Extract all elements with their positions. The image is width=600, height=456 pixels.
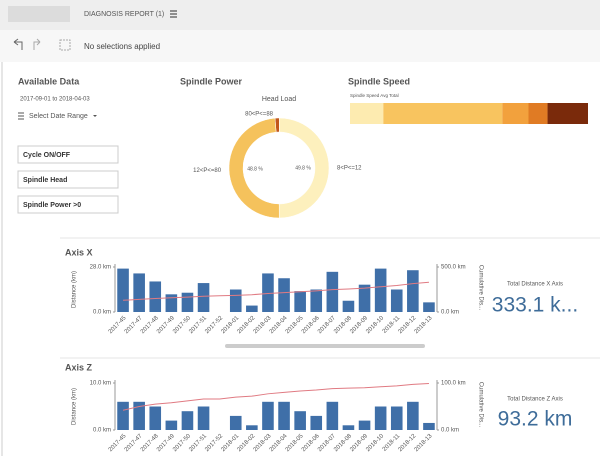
chart-title: Axis Z <box>65 362 93 372</box>
cumulative-line <box>123 281 429 301</box>
y-axis-title: Distance (km) <box>72 271 78 308</box>
y2-tick-label: 500.0 km <box>441 265 466 271</box>
bar <box>310 415 323 430</box>
bar <box>165 420 178 430</box>
filter-button[interactable] <box>17 145 119 164</box>
dropdown-caret[interactable] <box>93 115 97 117</box>
clear-icon[interactable] <box>59 39 71 51</box>
y-axis-title: Distance (km) <box>72 388 78 425</box>
bar <box>149 406 162 430</box>
slice-value-label: 48.8 % <box>247 166 263 172</box>
bar <box>358 420 371 430</box>
bar <box>181 292 194 312</box>
bar <box>423 422 435 430</box>
bar <box>342 300 355 312</box>
filter-button-label[interactable]: Spindle Head <box>23 177 67 184</box>
select-date-range[interactable]: Select Date Range <box>29 113 88 120</box>
bar <box>390 406 403 430</box>
speed-segment <box>502 103 529 124</box>
bar <box>294 291 306 312</box>
bar <box>229 415 242 430</box>
bar <box>278 278 290 312</box>
toolbar <box>0 30 600 62</box>
bar <box>197 283 210 312</box>
y-tick-label: 10.0 km <box>90 381 111 387</box>
kpi-label: Total Distance Z Axis <box>507 397 563 403</box>
bar <box>374 406 387 430</box>
bar <box>133 273 145 312</box>
bar <box>278 401 290 430</box>
bar <box>310 289 323 312</box>
donut-slice <box>228 117 280 219</box>
slice-category-label: 12<P<=80 <box>193 168 222 174</box>
slice-value-label: 49.8 % <box>295 165 311 171</box>
speed-segment <box>383 103 503 124</box>
donut-subtitle: Head Load <box>262 96 296 103</box>
bar <box>181 411 194 430</box>
speed-segment <box>547 103 588 124</box>
bar <box>374 268 387 312</box>
back-icon[interactable] <box>13 38 23 50</box>
forward-icon[interactable] <box>33 38 41 50</box>
y2-tick-label: 0.0 km <box>441 428 459 434</box>
bar <box>358 284 371 312</box>
menu-icon[interactable] <box>170 10 177 18</box>
speed-segment <box>528 103 548 124</box>
bar <box>246 425 258 430</box>
app-bar <box>0 0 600 30</box>
bar <box>149 281 162 312</box>
filter-button[interactable] <box>17 195 119 214</box>
speed-segment <box>350 103 384 124</box>
selections-text: No selections applied <box>84 42 160 51</box>
bar <box>390 289 403 312</box>
y2-tick-label: 100.0 km <box>441 381 466 387</box>
bar <box>246 305 258 312</box>
bar <box>407 401 419 430</box>
filter-button[interactable] <box>17 170 119 189</box>
y-tick-label: 0.0 km <box>93 428 111 434</box>
bar <box>229 289 242 312</box>
cumulative-line <box>122 382 429 411</box>
bar <box>262 273 274 312</box>
date-range: 2017-09-01 to 2018-04-03 <box>20 97 90 103</box>
speed-subtitle: Spindle Speed Avg Total <box>350 93 399 98</box>
slice-category-label: 80<P<=88 <box>245 112 274 118</box>
bar <box>165 294 178 312</box>
bar <box>197 406 210 430</box>
chart-title: Axis X <box>65 247 93 257</box>
kpi-value: 93.2 km <box>498 408 573 431</box>
y-tick-label: 0.0 km <box>93 310 111 316</box>
bar <box>133 401 145 430</box>
filters-title: Available Data <box>18 76 80 86</box>
bar <box>294 411 306 430</box>
slice-category-label: 8<P<=12 <box>337 166 362 172</box>
report-title[interactable]: DIAGNOSIS REPORT (1) <box>84 11 164 18</box>
bar <box>326 271 339 312</box>
y2-tick-label: 0.0 km <box>441 310 459 316</box>
app-tab[interactable] <box>8 6 70 22</box>
spindle-power-title: Spindle Power <box>180 76 243 86</box>
kpi-label: Total Distance X Axis <box>507 282 563 288</box>
y-tick-label: 28.0 km <box>90 265 111 271</box>
bar <box>342 425 355 430</box>
bar <box>326 401 339 430</box>
kpi-value: 333.1 k... <box>492 294 578 317</box>
bar <box>117 401 129 430</box>
filter-button-label[interactable]: Spindle Power >0 <box>23 202 81 209</box>
spindle-speed-title: Spindle Speed <box>348 76 410 86</box>
filter-button-label[interactable]: Cycle ON/OFF <box>23 152 71 159</box>
y2-axis-title: Cumulative Dis... <box>477 382 483 428</box>
bar <box>423 302 435 312</box>
scrollbar[interactable] <box>225 344 425 348</box>
calendar-icon <box>18 112 24 120</box>
bar <box>117 268 129 312</box>
bar <box>407 270 419 312</box>
bar <box>262 401 274 430</box>
y2-axis-title: Cumulative Dis... <box>477 265 483 311</box>
